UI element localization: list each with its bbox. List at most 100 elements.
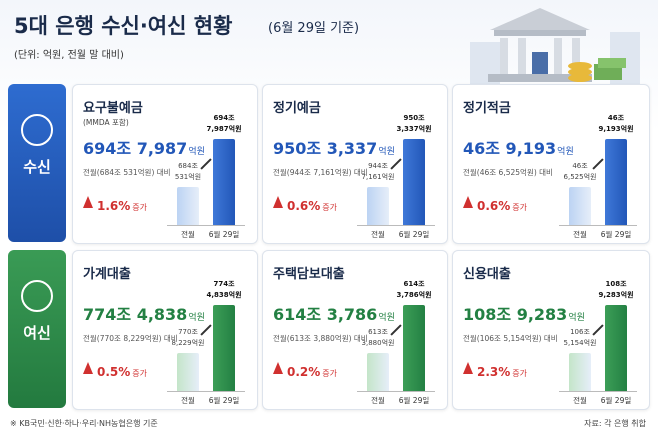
x-label: 전월 [181,230,195,239]
change: 0.2% [287,365,321,379]
change: 1.6% [97,199,131,213]
up-arrow [273,196,283,208]
amount: 774조 4,838 [83,305,188,324]
change-row: 2.3% 증가 [477,361,527,380]
up-arrow [463,362,473,374]
bar-label-line: 9,193억원 [598,125,634,133]
axis-line [167,225,245,226]
axis-line [167,391,245,392]
x-label: 6월 29일 [600,396,632,405]
x-label: 6월 29일 [398,396,430,405]
unit-note: (단위: 억원, 전월 말 대비) [14,50,124,61]
prev-note: 전월(106조 5,154억원) 대비 [463,334,558,343]
bar-label: 108조 9,283억원 [591,279,641,301]
card: 정기예금 950조 3,337억원 전월(944조 7,161억원) 대비 0.6% 증… [262,84,448,244]
amount-row: 108조 9,283억원 [463,301,585,325]
change-word: 증가 [512,203,528,212]
x-label: 6월 29일 [600,230,632,239]
amount-row: 774조 4,838억원 [83,301,205,325]
amount-unit: 억원 [188,147,205,157]
section-icon [21,280,53,312]
card-title: 요구불예금 [83,101,143,116]
prev-note: 전월(613조 3,880억원) 대비 [273,334,368,343]
change-row: 1.6% 증가 [97,195,147,214]
section-panel: 수신 [8,84,66,242]
bar-label-line: 46조 [572,162,588,170]
prev-note: 전월(684조 531억원) 대비 [83,168,171,177]
section-panel: 여신 [8,250,66,408]
change: 2.3% [477,365,511,379]
change-word: 증가 [512,369,528,378]
change-word: 증가 [322,369,338,378]
x-label: 전월 [371,396,385,405]
prev-note: 전월(944조 7,161억원) 대비 [273,168,368,177]
bar-label-line: 613조 [368,328,388,336]
axis-line [357,391,435,392]
amount: 614조 3,786 [273,305,378,324]
x-label: 전월 [181,396,195,405]
x-label: 6월 29일 [208,230,240,239]
change-row: 0.2% 증가 [287,361,337,380]
card-title: 정기예금 [273,101,321,116]
section-icon [21,114,53,146]
bar-label-line: 3,880억원 [361,339,395,347]
amount-unit: 억원 [188,313,205,323]
amount-unit: 억원 [378,313,395,323]
bar-label: 106조 5,154억원 [555,327,605,349]
bar-label: 614조 3,786억원 [389,279,439,301]
axis-line [559,391,637,392]
bar-label-line: 108조 [605,280,627,288]
card-title: 가계대출 [83,267,131,282]
bar-label-line: 46조 [607,114,625,122]
bar-label-line: 694조 [213,114,235,122]
bar-label-line: 684조 [178,162,198,170]
bar-label: 46조 9,193억원 [591,113,641,135]
change: 0.5% [97,365,131,379]
bar [213,305,235,391]
card-title: 신용대출 [463,267,511,282]
amount: 694조 7,987 [83,139,188,158]
bar [367,187,389,225]
amount-row: 46조 9,193억원 [463,135,574,159]
prev-note: 전월(770조 8,229억원) 대비 [83,334,178,343]
bar-label: 684조 531억원 [163,161,213,183]
amount: 46조 9,193 [463,139,557,158]
bar-label: 950조 3,337억원 [389,113,439,135]
bar-label-line: 3,786억원 [396,291,432,299]
amount: 108조 9,283 [463,305,568,324]
change-word: 증가 [132,369,148,378]
date: (6월 29일 기준) [268,21,360,36]
title: 5대 은행 수신·여신 현황 [14,14,233,38]
x-label: 전월 [371,230,385,239]
bar-label-line: 531억원 [174,173,202,181]
bar-label-line: 950조 [403,114,425,122]
card-note: (MMDA 포함) [83,118,129,127]
up-arrow [83,362,93,374]
bar-label-line: 774조 [213,280,235,288]
card-title: 주택담보대출 [273,267,345,282]
prev-note: 전월(46조 6,525억원) 대비 [463,168,553,177]
bar-label-line: 7,161억원 [361,173,395,181]
amount: 950조 3,337 [273,139,378,158]
amount-unit: 억원 [378,147,395,157]
bar-label: 613조 3,880억원 [353,327,403,349]
change: 0.6% [287,199,321,213]
amount-row: 614조 3,786억원 [273,301,395,325]
up-arrow [463,196,473,208]
change-row: 0.5% 증가 [97,361,147,380]
bar-label-line: 7,987억원 [206,125,242,133]
change-word: 증가 [132,203,148,212]
bar-label: 770조 8,229억원 [163,327,213,349]
bar [605,305,627,391]
up-arrow [83,196,93,208]
x-label: 6월 29일 [208,396,240,405]
bar-label-line: 614조 [403,280,425,288]
bar [605,139,627,225]
bar [213,139,235,225]
bar [177,187,199,225]
